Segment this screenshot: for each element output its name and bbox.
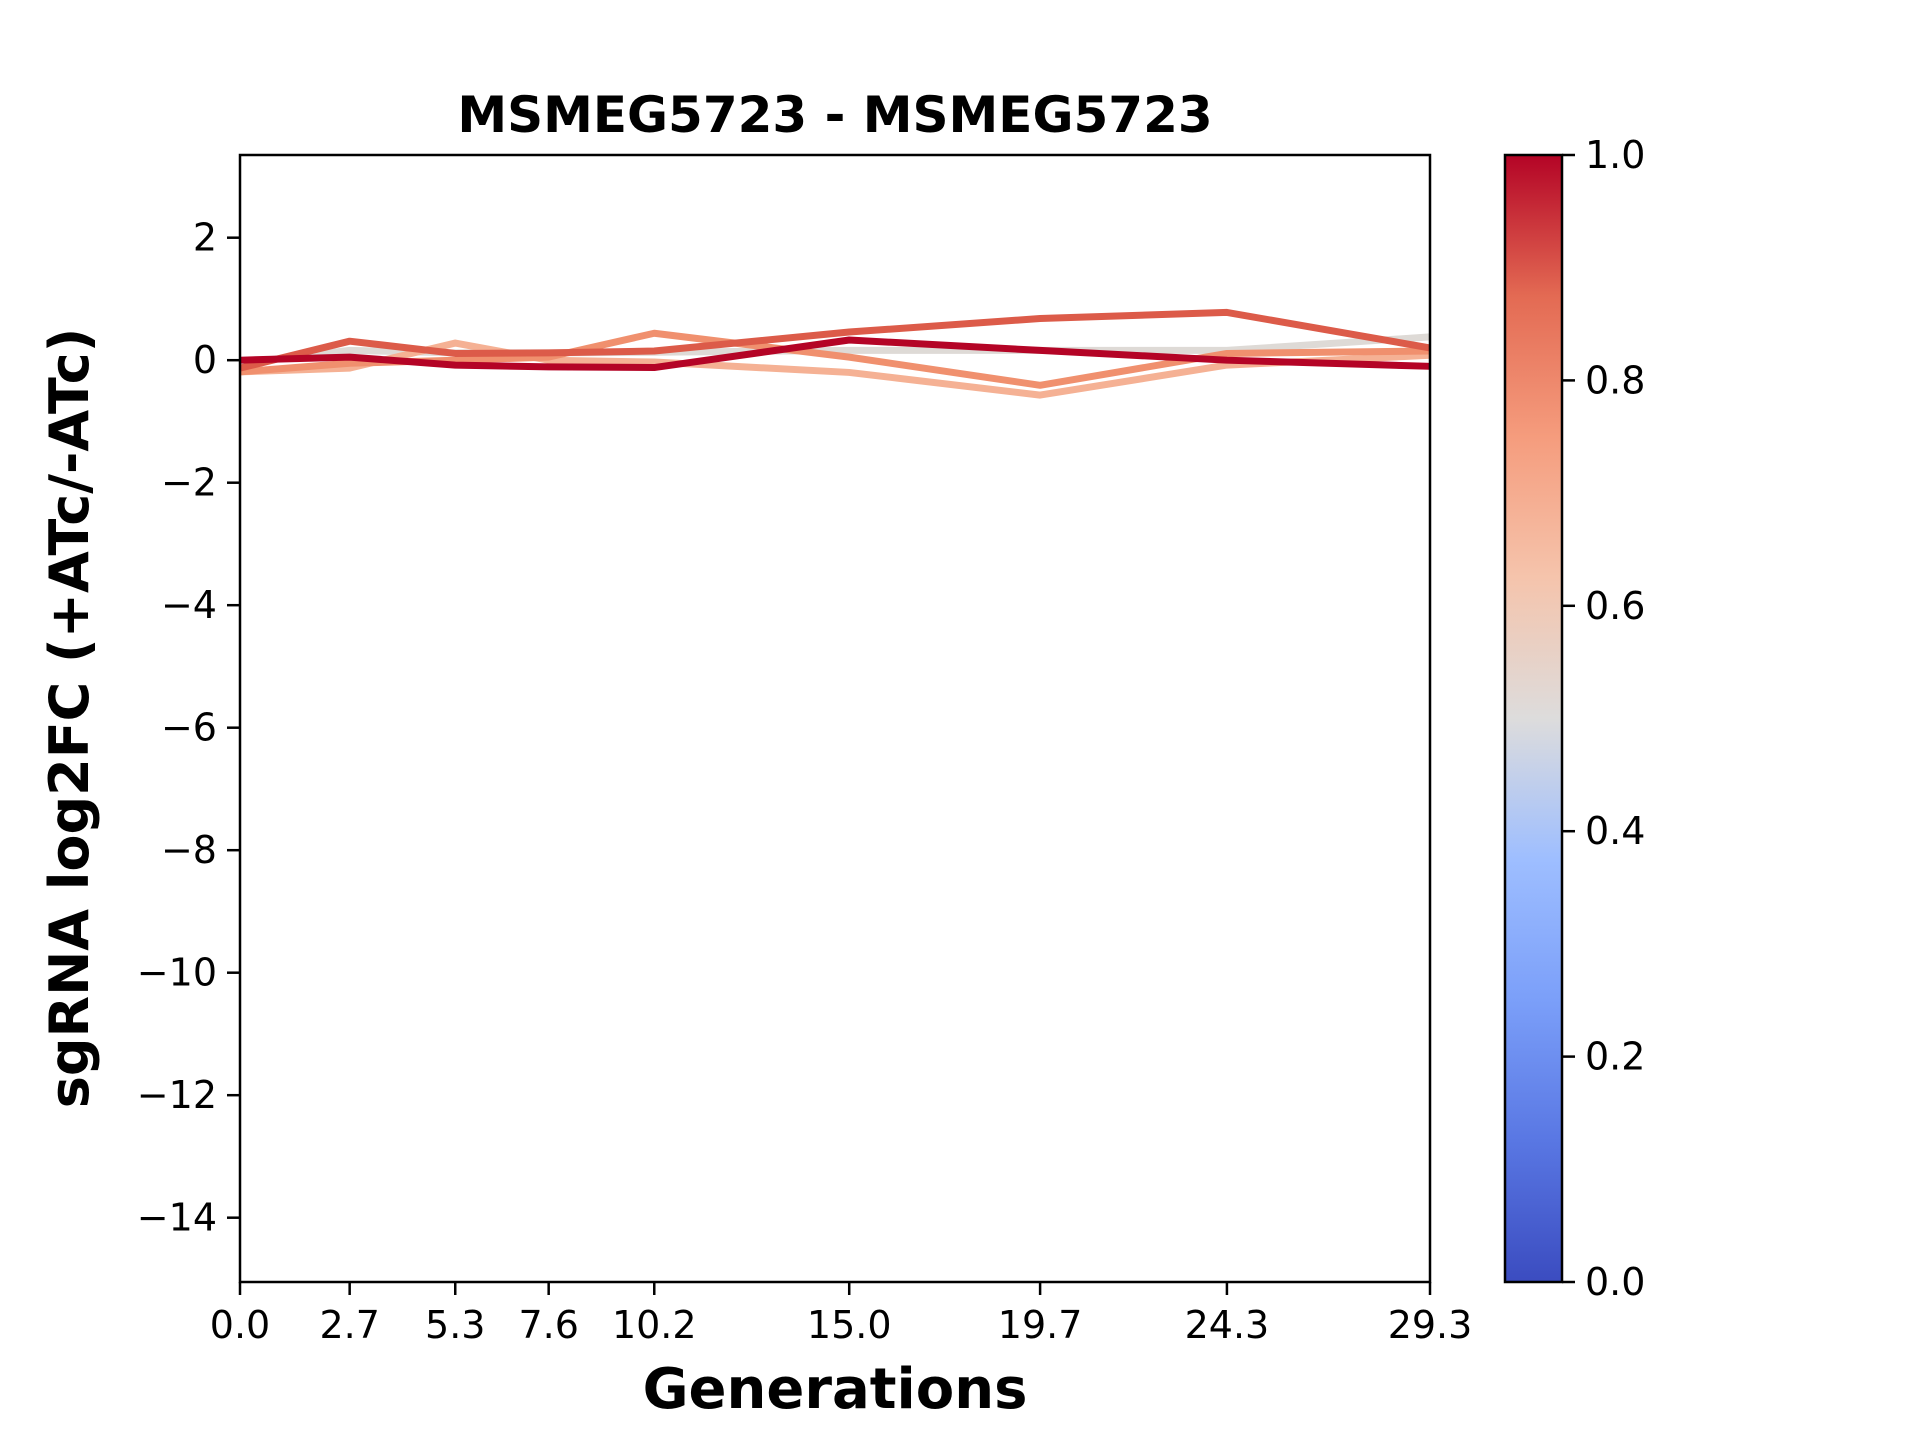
colorbar-tick-label: 0.2 [1585, 1035, 1645, 1079]
x-tick-label: 10.2 [612, 1303, 697, 1347]
axes-spines [238, 153, 1432, 1284]
x-axis-ticks: 0.0 2.7 5.3 7.6 10.2 15.0 19.7 24.3 29.3 [210, 1282, 1473, 1347]
colorbar [1503, 153, 1564, 1284]
chart-title: MSMEG5723 - MSMEG5723 [457, 86, 1212, 144]
y-tick-label: −8 [161, 828, 217, 872]
colorbar-tick-label: 1.0 [1585, 133, 1645, 177]
x-tick-label: 19.7 [998, 1303, 1083, 1347]
y-tick-label: 0 [193, 338, 217, 382]
colorbar-tick-label: 0.8 [1585, 358, 1645, 402]
y-tick-label: −12 [137, 1073, 217, 1117]
x-tick-label: 2.7 [319, 1303, 379, 1347]
x-tick-label: 24.3 [1185, 1303, 1270, 1347]
series-line-line-1 [239, 336, 1431, 372]
x-tick-label: 5.3 [425, 1303, 485, 1347]
colorbar-ticks: 1.0 0.8 0.6 0.4 0.2 0.0 [1562, 133, 1645, 1304]
series-lines [239, 308, 1431, 399]
y-axis-label: sgRNA log2FC (+ATc/-ATc) [38, 328, 101, 1109]
x-axis-label: Generations [643, 1357, 1028, 1422]
y-tick-label: −14 [137, 1196, 217, 1240]
x-tick-label: 29.3 [1388, 1303, 1473, 1347]
colorbar-tick-label: 0.0 [1585, 1260, 1645, 1304]
colorbar-tick-label: 0.4 [1585, 809, 1645, 853]
series-line-line-2 [239, 308, 1431, 372]
y-tick-label: −2 [161, 461, 217, 505]
y-axis-ticks: 2 0 −2 −4 −6 −8 −10 −12 −14 [137, 216, 240, 1240]
y-tick-label: −4 [161, 583, 217, 627]
y-tick-label: −10 [137, 951, 217, 995]
plot-area [240, 155, 1430, 1282]
y-tick-label: 2 [193, 216, 217, 260]
colorbar-tick-label: 0.6 [1585, 584, 1645, 628]
y-tick-label: −6 [161, 706, 217, 750]
x-tick-label: 0.0 [210, 1303, 270, 1347]
x-tick-label: 7.6 [518, 1303, 578, 1347]
x-tick-label: 15.0 [807, 1303, 892, 1347]
